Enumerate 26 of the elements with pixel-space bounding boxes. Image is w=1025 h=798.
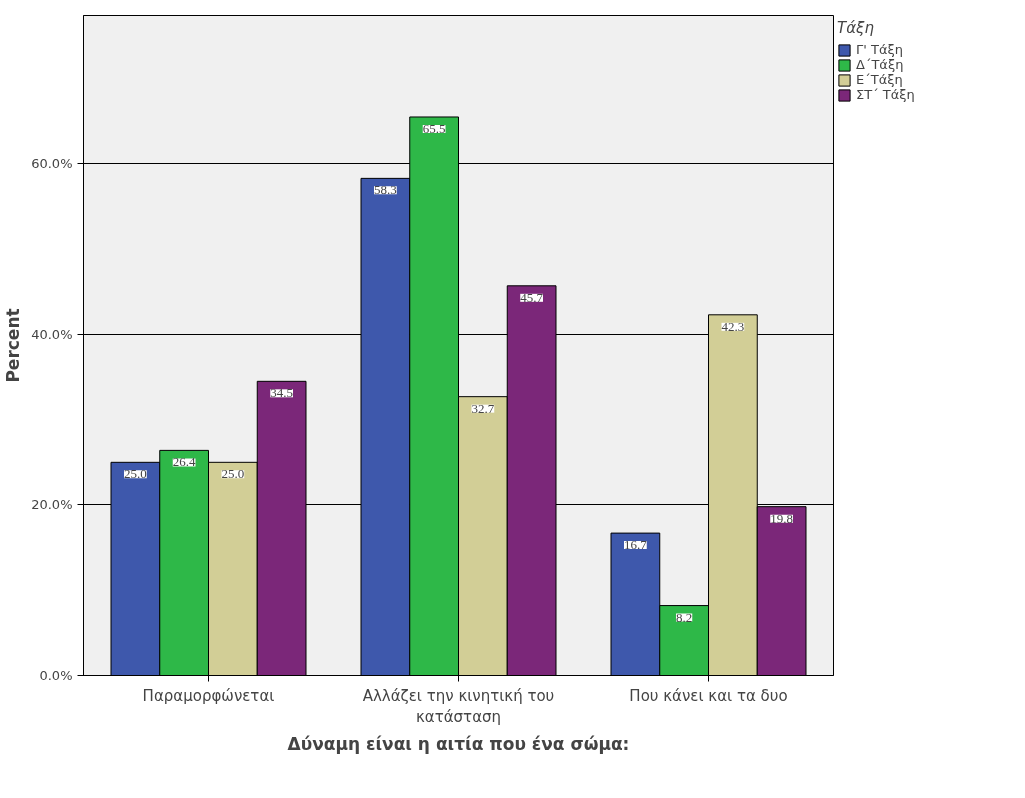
y-tick-label: 0.0% <box>39 668 73 683</box>
legend-title: Τάξη <box>837 19 875 37</box>
x-tick-label: Που κάνει και τα δυο <box>629 686 788 705</box>
x-tick-label: Παραμορφώνεται <box>142 686 275 705</box>
data-label: 25.0 <box>124 466 147 482</box>
legend-label: Γ' Τάξη <box>856 42 904 57</box>
y-tick-label: 60.0% <box>31 156 73 172</box>
legend-label: Ε΄Τάξη <box>856 72 904 87</box>
data-label: 26.4 <box>172 454 196 470</box>
data-label: 32.7 <box>471 400 495 416</box>
data-label: 42.3 <box>721 318 745 334</box>
y-tick-label: 40.0% <box>31 326 73 342</box>
x-tick-label: Αλλάζει την κινητική του κατάσταση <box>362 686 555 727</box>
data-label: 8.2 <box>676 609 693 625</box>
y-tick-label: 20.0% <box>31 497 73 513</box>
legend-label: ΣΤ΄ Τάξη <box>856 87 916 102</box>
data-label: 25.0 <box>221 466 245 482</box>
data-label: 16.7 <box>624 537 648 553</box>
data-label: 58.3 <box>374 182 397 198</box>
x-axis-title: Δύναμη είναι η αιτία που ένα σώμα: <box>287 734 630 755</box>
data-label: 19.8 <box>770 510 793 526</box>
data-label: 45.7 <box>520 289 544 305</box>
data-label: 34.5 <box>270 385 293 401</box>
legend-label: Δ΄Τάξη <box>856 57 905 72</box>
y-axis-title: Percent <box>3 308 24 383</box>
data-label: 65.5 <box>422 120 446 136</box>
